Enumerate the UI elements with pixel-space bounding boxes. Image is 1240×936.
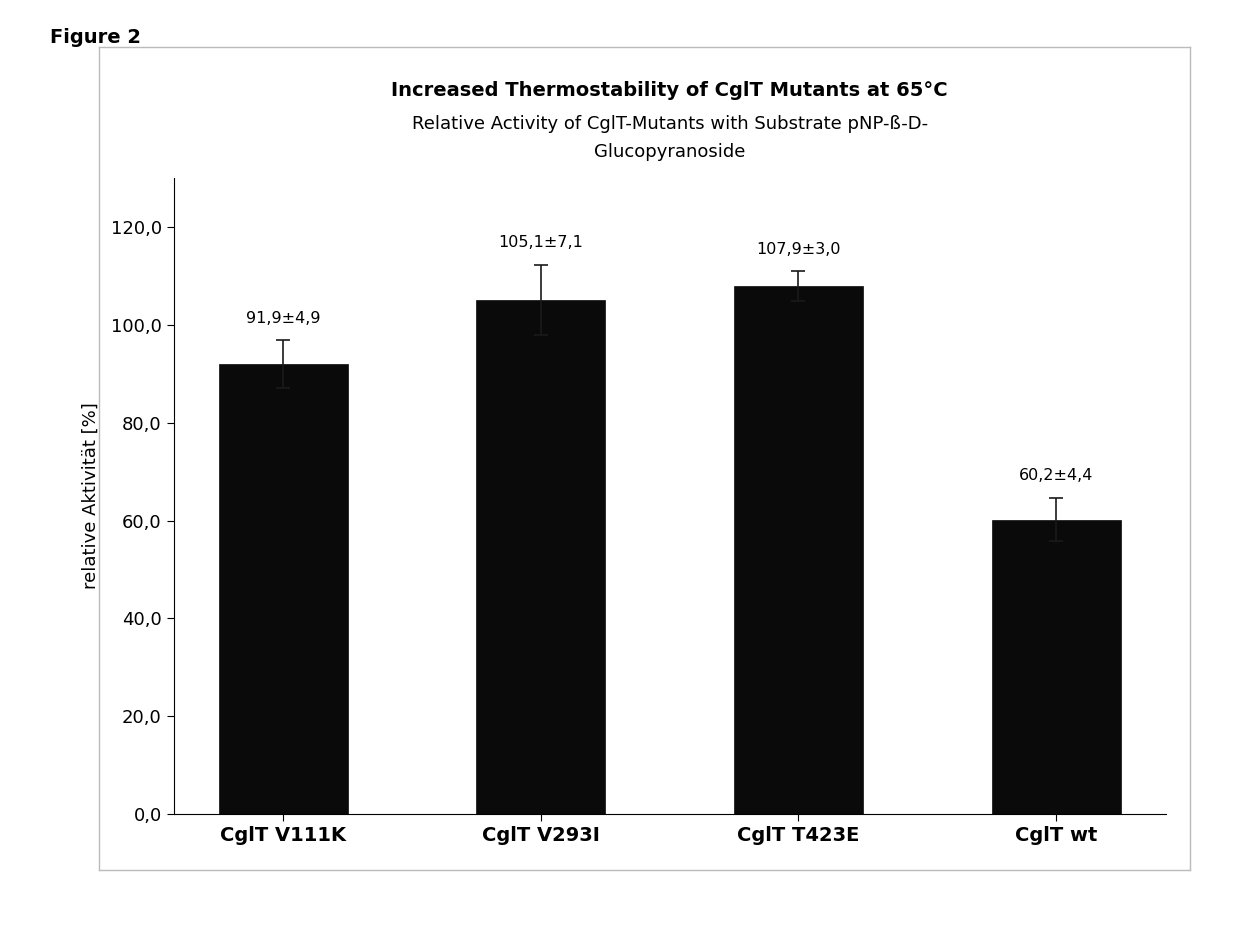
- Bar: [476, 300, 605, 814]
- Bar: [734, 286, 863, 814]
- Text: 107,9±3,0: 107,9±3,0: [756, 241, 841, 256]
- Text: 60,2±4,4: 60,2±4,4: [1019, 468, 1094, 483]
- Text: Figure 2: Figure 2: [50, 28, 140, 47]
- Bar: [992, 519, 1121, 814]
- Y-axis label: relative Aktivität [%]: relative Aktivität [%]: [82, 402, 99, 590]
- Text: 91,9±4,9: 91,9±4,9: [246, 311, 320, 326]
- Bar: [218, 364, 347, 814]
- Text: Glucopyranoside: Glucopyranoside: [594, 143, 745, 161]
- Text: Relative Activity of CglT-Mutants with Substrate pNP-ß-D-: Relative Activity of CglT-Mutants with S…: [412, 115, 928, 133]
- Text: 105,1±7,1: 105,1±7,1: [498, 235, 583, 250]
- Text: Increased Thermostability of CglT Mutants at 65°C: Increased Thermostability of CglT Mutant…: [392, 81, 947, 100]
